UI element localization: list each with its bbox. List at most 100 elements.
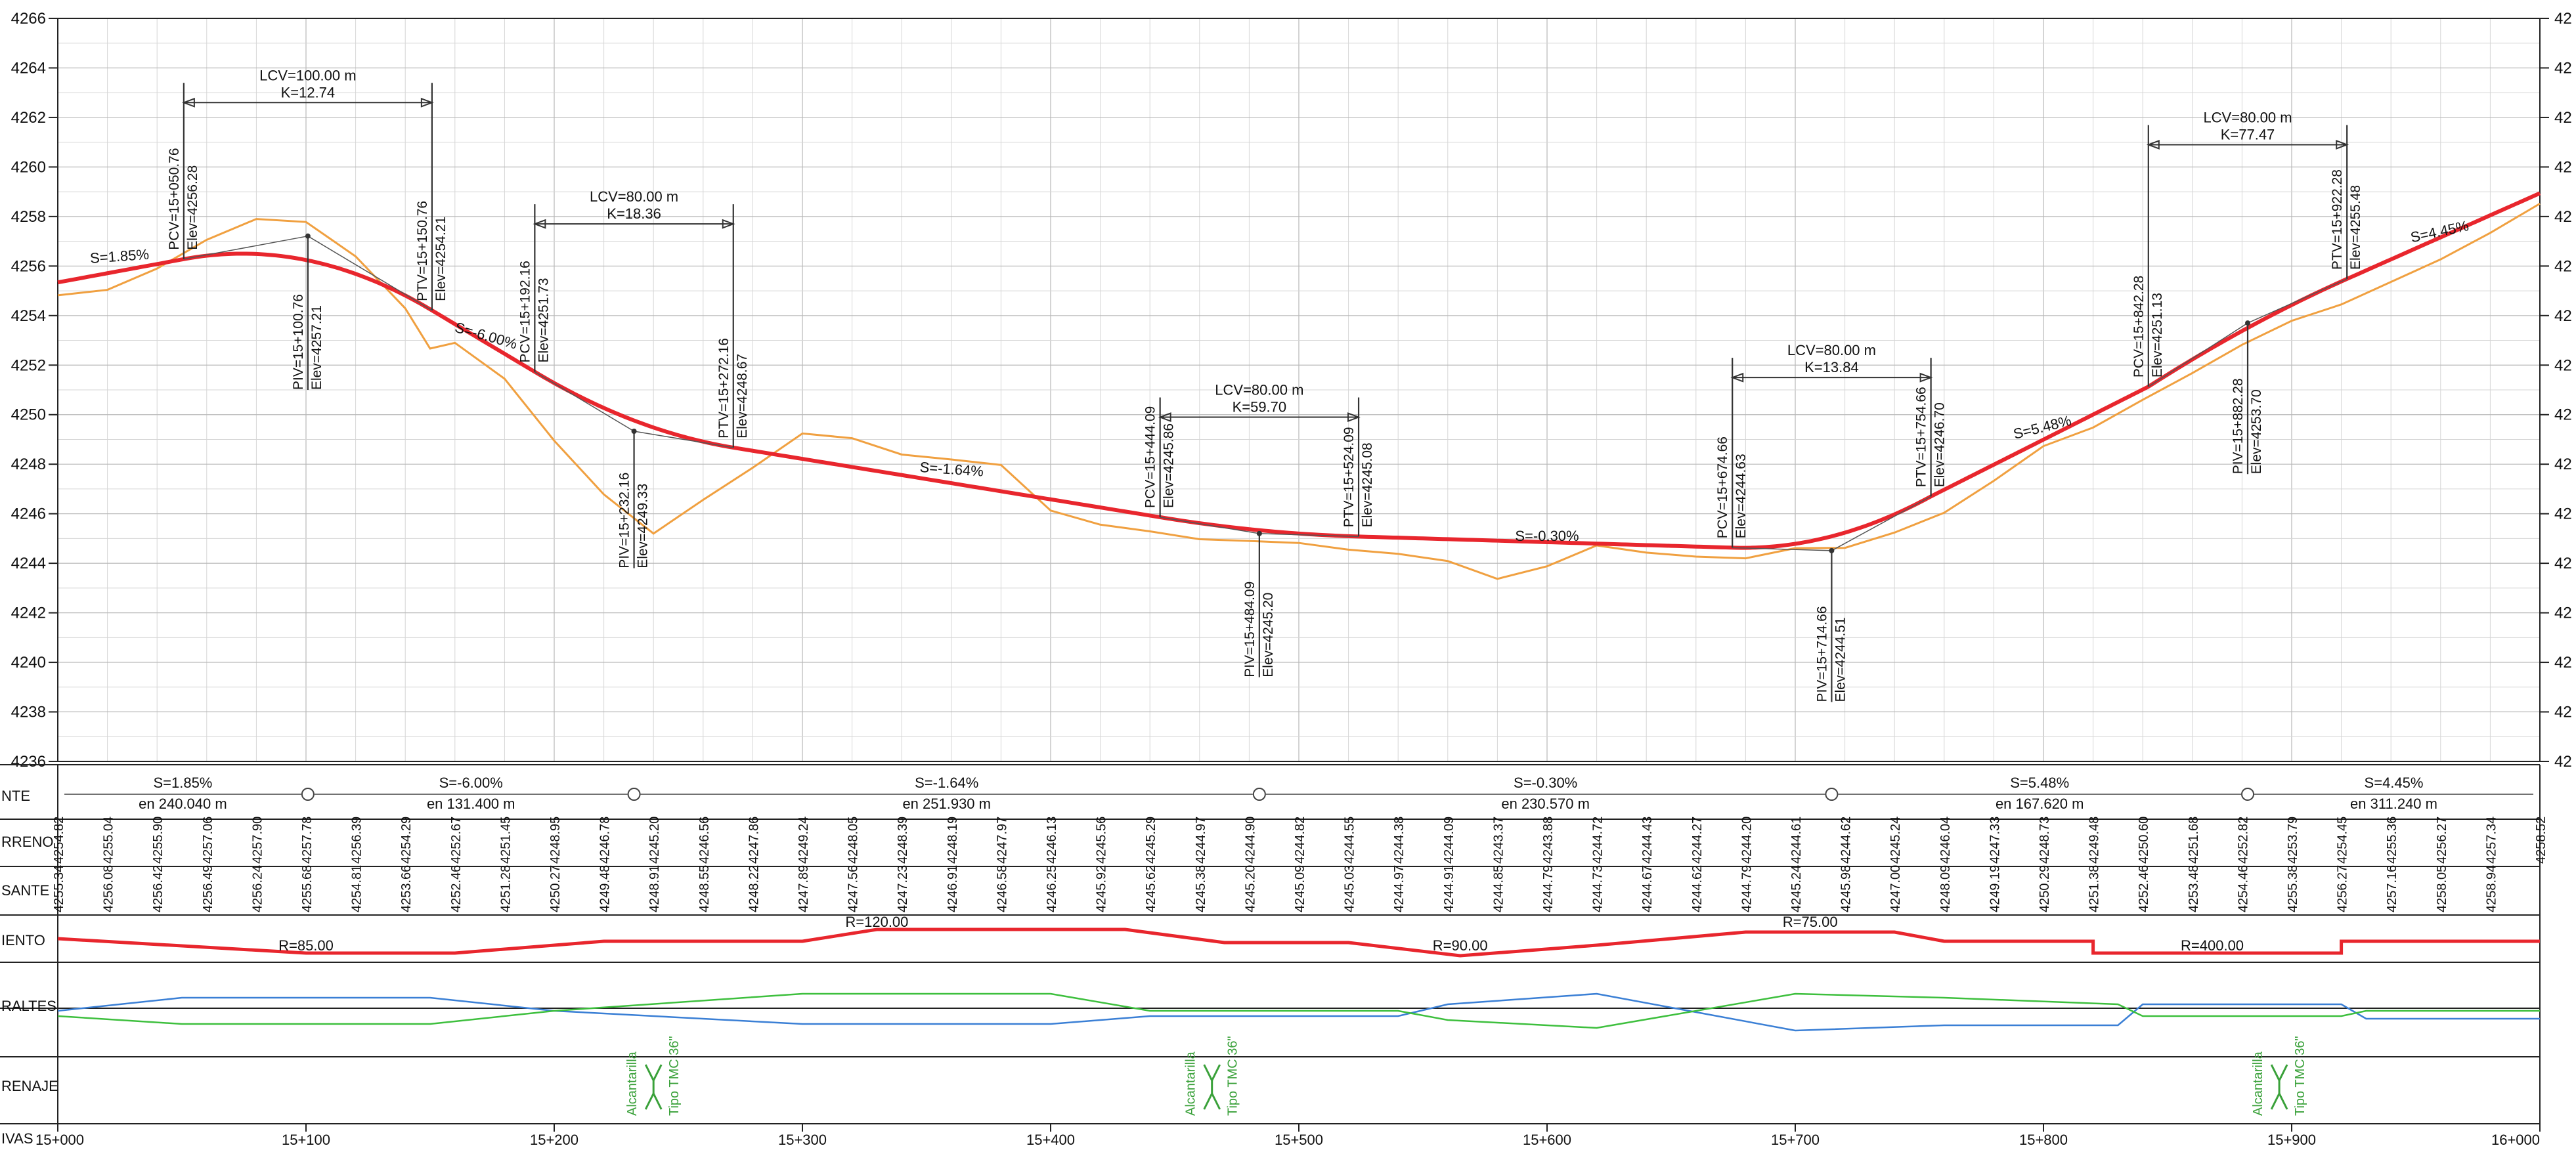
terrain-elevation-value: 4251.45 (498, 817, 513, 864)
right-axis-tick-label: 42 (2554, 109, 2572, 127)
station-tick-label: 15+000 (35, 1132, 84, 1148)
culvert-name: Alcantarilla (625, 1051, 640, 1116)
right-axis-tick-label: 42 (2554, 158, 2572, 176)
slope-segment-value: S=-1.64% (915, 775, 978, 791)
grade-elevation-value: 4251.28 (498, 865, 513, 912)
right-axis-tick-label: 42 (2554, 605, 2572, 622)
terrain-elevation-value: 4248.39 (896, 817, 910, 864)
profile-frame (57, 18, 2541, 762)
slope-segment-length: en 240.040 m (139, 796, 227, 812)
tangent-line (634, 431, 733, 448)
terrain-elevation-value: 4257.90 (250, 817, 265, 864)
band-label-pendiente: NTE (1, 788, 30, 804)
lcv-arrow-right (2336, 139, 2349, 150)
y-axis-tick-label: 4244 (11, 555, 46, 572)
superelevation-left-line (57, 992, 2540, 1032)
grade-elevation-value: 4256.49 (201, 865, 215, 912)
band-label-terreno: RRENO (1, 834, 53, 850)
grade-slope-label: S=-0.30% (1515, 528, 1579, 544)
pcv-station-label: PCV=15+192.16 (517, 261, 533, 362)
grade-elevation-value: 4249.19 (1988, 865, 2002, 912)
slope-change-marker (1825, 788, 1839, 801)
curve-radius-label: R=85.00 (278, 937, 334, 954)
ptv-station-label: PTV=15+272.16 (716, 338, 731, 438)
grade-elevation-value: 4247.56 (846, 865, 861, 912)
grade-elevation-value: 4254.81 (350, 865, 364, 912)
grade-elevation-value: 4245.03 (1343, 865, 1357, 912)
slope-segment-length: en 230.570 m (1501, 796, 1590, 812)
station-tick-label: 15+200 (530, 1132, 579, 1148)
grade-elevation-value: 4257.16 (2385, 865, 2399, 912)
piv-station-label: PIV=15+714.66 (1814, 606, 1829, 702)
slope-change-marker (627, 788, 641, 801)
lcv-arrow-right (1347, 412, 1361, 422)
slope-segment-value: S=-6.00% (439, 775, 503, 791)
terrain-elevation-value: 4246.78 (598, 817, 613, 864)
tangent-line (183, 235, 309, 260)
piv-elevation-label: Elev=4253.70 (2249, 389, 2264, 474)
piv-point (305, 233, 311, 239)
grade-elevation-value: 4247.89 (797, 865, 811, 912)
y-axis-tick-label: 4252 (11, 356, 46, 374)
lcv-length-label: LCV=80.00 m (2203, 109, 2292, 125)
y-axis-tick-label: 4262 (11, 109, 46, 127)
slope-segment-length: en 167.620 m (1996, 796, 2084, 812)
culvert-icon (2270, 1064, 2288, 1110)
grade-elevation-value: 4244.97 (1392, 865, 1407, 912)
terrain-elevation-value: 4257.06 (201, 817, 215, 864)
tangent-line (1831, 496, 1931, 551)
grade-line-rasante (57, 191, 2541, 550)
grade-elevation-value: 4246.58 (995, 865, 1009, 912)
ptv-elevation-label: Elev=4248.67 (735, 354, 750, 438)
culvert-type: Tipo TMC 36" (1226, 1036, 1240, 1116)
grade-elevation-value: 4246.91 (946, 865, 960, 912)
y-axis-tick-label: 4260 (11, 158, 46, 176)
y-axis-tick-label: 4248 (11, 456, 46, 473)
grade-elevation-value: 4248.09 (1938, 865, 1953, 912)
slope-change-marker (1252, 788, 1266, 801)
tangent-line (2247, 278, 2347, 324)
data-bands: NTE RRENO SANTE IENTO RALTES RENAJE S=1.85% en … (0, 764, 2548, 1148)
piv-point (1256, 530, 1262, 536)
grade-elevation-value: 4248.22 (747, 865, 761, 912)
curve-radius-label: R=75.00 (1783, 914, 1838, 930)
lcv-arrow-left (1730, 372, 1744, 383)
right-axis-tick-label: 42 (2554, 307, 2572, 325)
piv-elevation-label: Elev=4257.21 (309, 305, 324, 390)
grade-elevation-value: 4245.98 (1839, 865, 1854, 912)
terrain-elevation-value: 4256.27 (2435, 817, 2449, 864)
y-axis-tick-label: 4258 (11, 208, 46, 226)
slope-change-marker (2241, 788, 2255, 801)
grade-elevation-value: 4253.66 (399, 865, 414, 912)
pcv-elevation-label: Elev=4244.63 (1734, 454, 1749, 538)
lcv-length-label: LCV=80.00 m (590, 188, 678, 205)
grade-elevation-value: 4248.55 (697, 865, 712, 912)
right-axis-tick-label: 42 (2554, 356, 2572, 374)
ptv-elevation-label: Elev=4254.21 (433, 217, 448, 301)
terrain-elevation-value: 4244.90 (1243, 817, 1257, 864)
terrain-elevation-value: 4255.04 (102, 817, 116, 864)
terrain-elevation-value: 4244.61 (1789, 817, 1804, 864)
alignment-curvature-line (57, 927, 2540, 958)
lcv-arrow-left (182, 97, 195, 108)
culvert-icon (644, 1064, 663, 1110)
culvert-type: Tipo TMC 36" (667, 1036, 682, 1116)
pcv-station-label: PCV=15+842.28 (2131, 276, 2147, 377)
piv-station-label: PIV=15+484.09 (1242, 582, 1257, 677)
band-label-peraltes: RALTES (1, 998, 56, 1014)
grade-elevation-value: 4253.48 (2187, 865, 2201, 912)
grade-elevation-value: 4258.94 (2484, 865, 2499, 912)
y-axis-tick-label: 4266 (11, 10, 46, 28)
slope-segment-length: en 131.400 m (427, 796, 515, 812)
tangent-line (1259, 533, 1359, 538)
lcv-arrow-right (722, 219, 735, 229)
terrain-elevation-value: 4255.36 (2385, 817, 2399, 864)
y-axis-tick-label: 4236 (11, 753, 46, 771)
pcv-station-label: PCV=15+444.09 (1143, 406, 1158, 508)
lcv-length-label: LCV=80.00 m (1787, 342, 1876, 358)
right-axis-tick-label: 42 (2554, 10, 2572, 28)
band-label-alineamiento: IENTO (1, 932, 45, 948)
terrain-elevation-value: 4246.56 (697, 817, 712, 864)
terrain-elevation-value: 4243.37 (1491, 817, 1506, 864)
